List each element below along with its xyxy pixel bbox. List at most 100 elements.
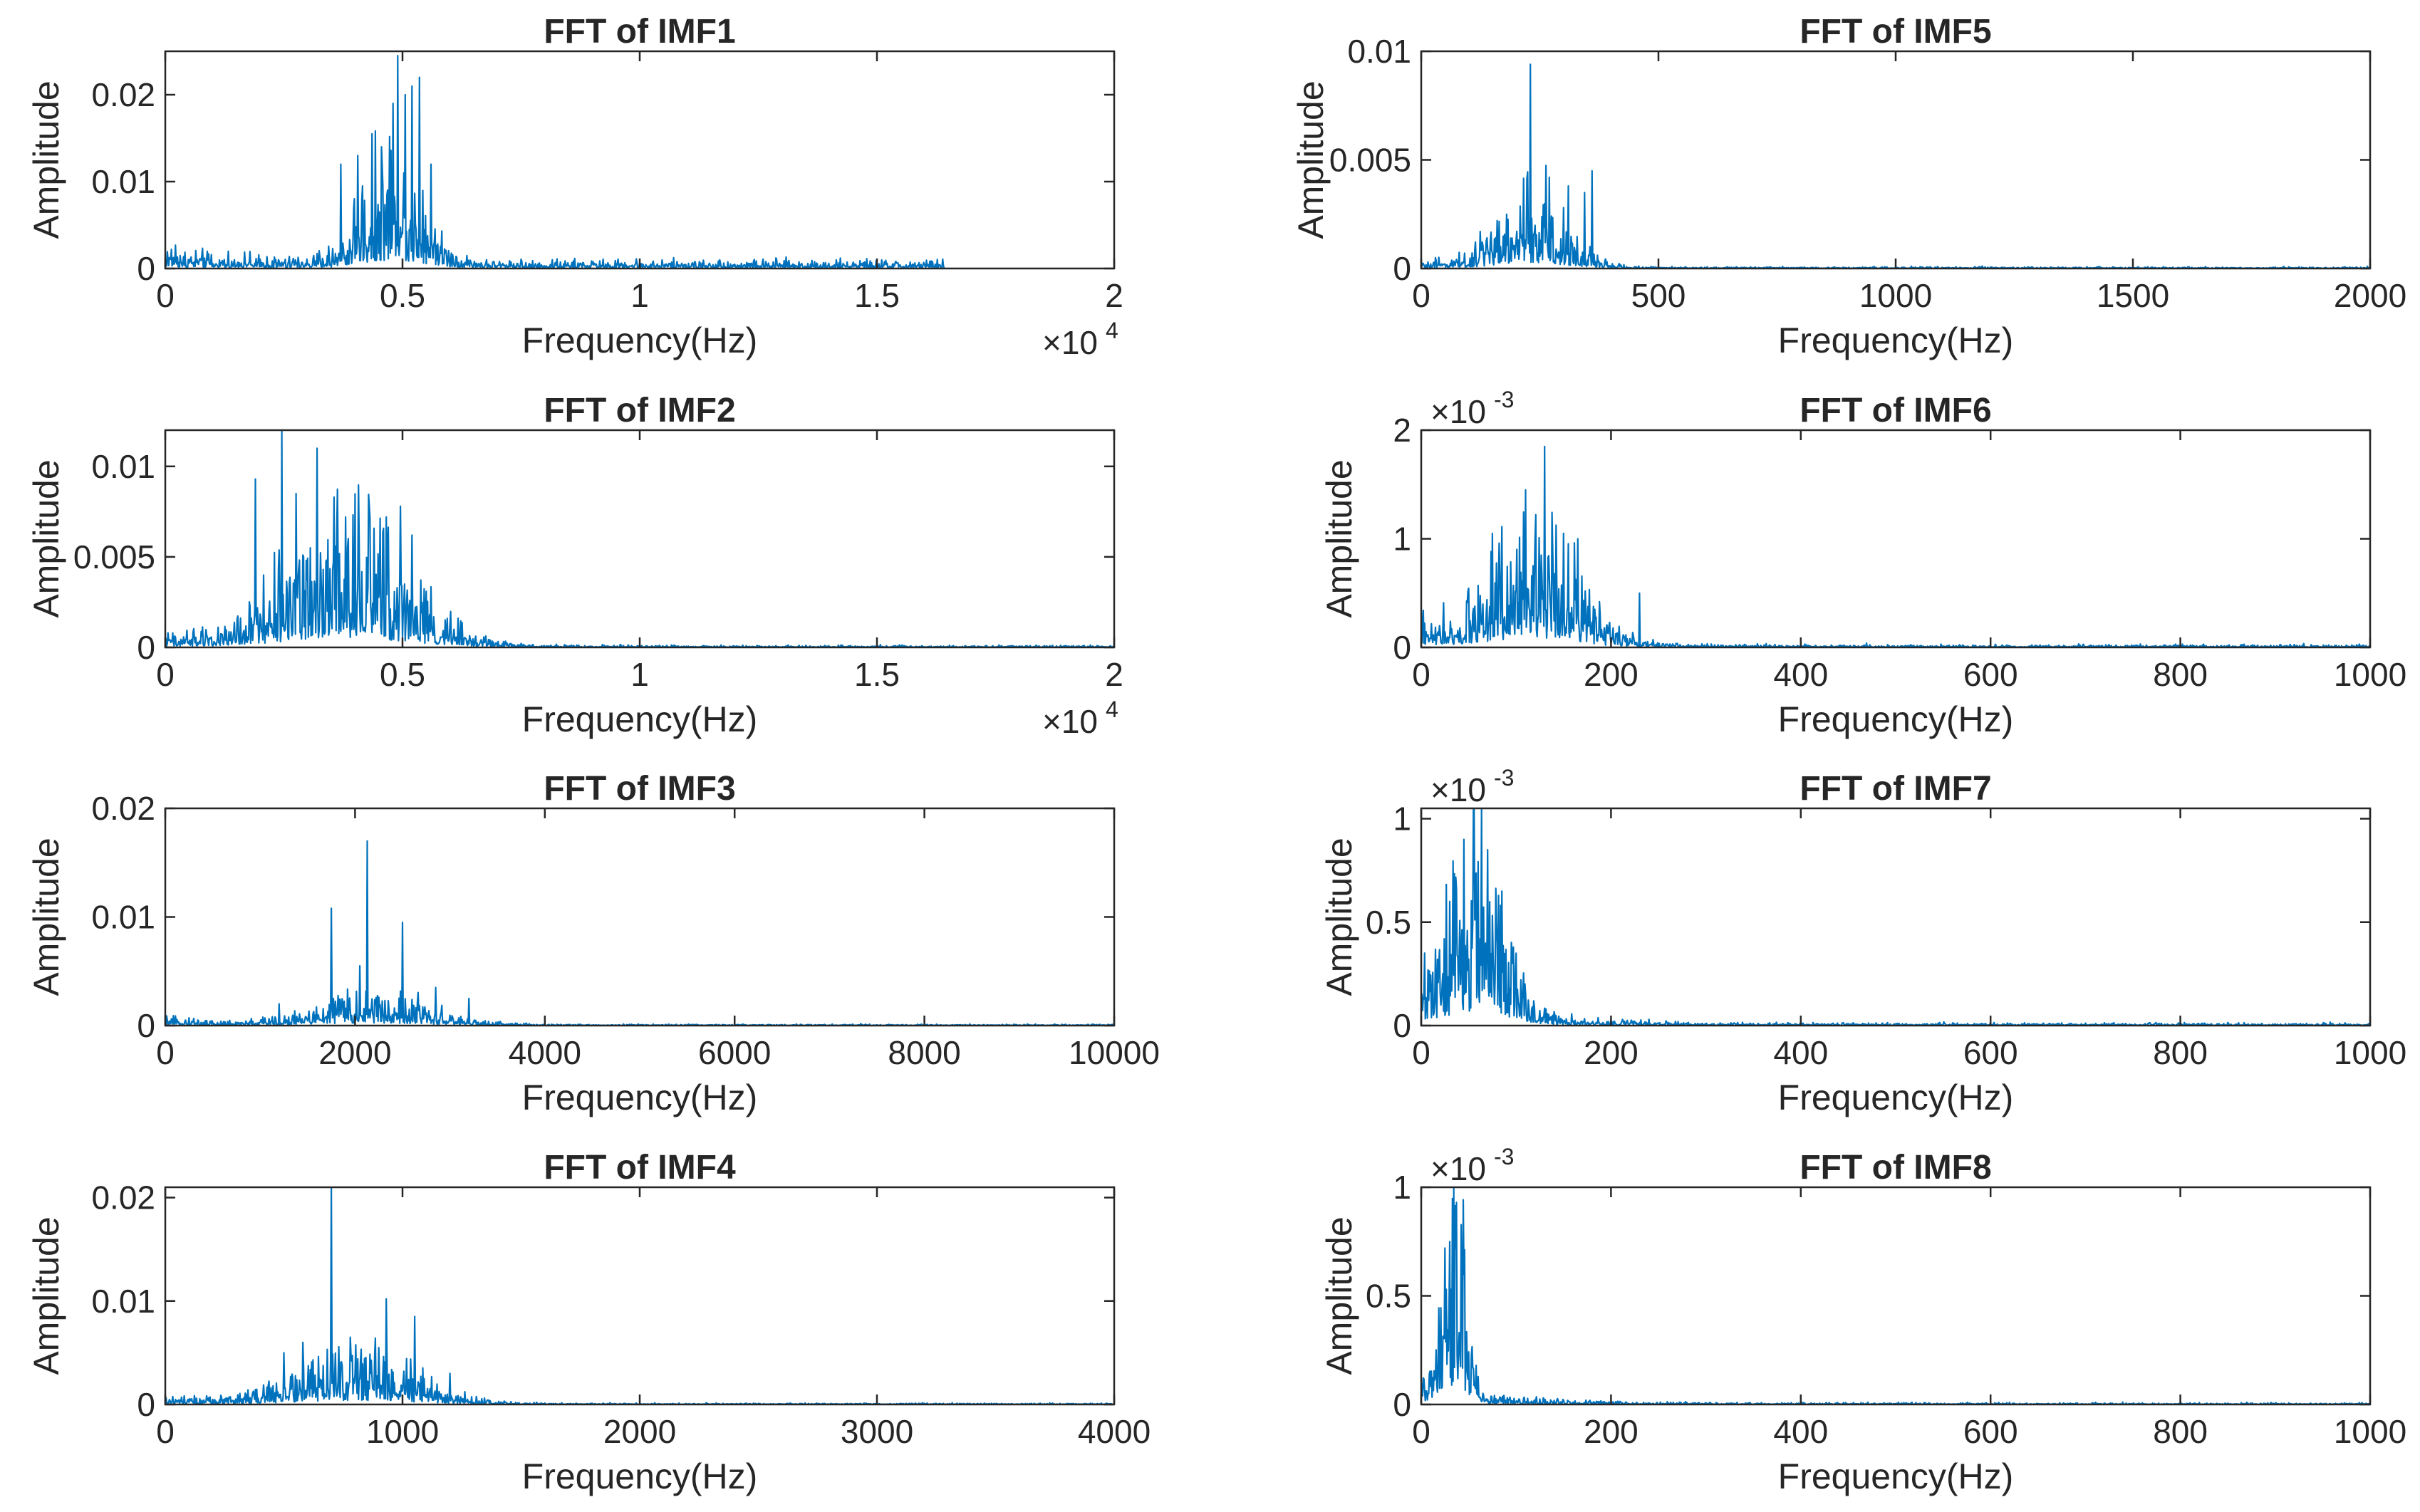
subplot-title: FFT of IMF4 bbox=[544, 1149, 736, 1187]
x-tick-label: 4000 bbox=[509, 1034, 581, 1071]
y-tick-label: 0.02 bbox=[91, 76, 155, 113]
subplot-title: FFT of IMF3 bbox=[544, 770, 735, 808]
x-tick-label: 2 bbox=[1105, 277, 1123, 314]
x-axis-label: Frequency(Hz) bbox=[522, 320, 758, 360]
y-axis-label: Amplitude bbox=[26, 838, 66, 996]
x-axis-label: Frequency(Hz) bbox=[522, 1456, 758, 1496]
y-tick-label: 0.01 bbox=[91, 163, 155, 200]
subplot-title: FFT of IMF7 bbox=[1800, 770, 1991, 808]
subplot-4: 0 1000 2000 3000 4000 0 0.01 0.02 FFT of IMF4 Fre… bbox=[26, 1149, 1151, 1496]
y-axis-label: Amplitude bbox=[1319, 459, 1359, 617]
x-tick-label: 2000 bbox=[318, 1034, 391, 1071]
subplot-title: FFT of IMF1 bbox=[544, 13, 735, 51]
y-tick-label: 0.005 bbox=[1329, 142, 1411, 179]
x-tick-label: 500 bbox=[1631, 277, 1686, 314]
x-exponent-label: ×10 bbox=[1042, 703, 1098, 740]
y-tick-label: 0 bbox=[1393, 250, 1411, 287]
y-exponent-label: ×10 bbox=[1430, 771, 1486, 808]
y-exponent-label: ×10 bbox=[1430, 1150, 1486, 1187]
x-tick-label: 600 bbox=[1963, 1034, 2018, 1071]
y-exponent-label: ×10 bbox=[1430, 393, 1486, 430]
y-tick-label: 0.005 bbox=[73, 538, 155, 575]
subplot-5: 0 500 1000 1500 2000 0 0.005 0.01 FFT of IMF5 Fre… bbox=[1291, 13, 2406, 360]
y-tick-label: 0 bbox=[137, 250, 155, 287]
subplot-title: FFT of IMF2 bbox=[544, 392, 735, 429]
x-tick-label: 400 bbox=[1773, 1413, 1828, 1450]
plot-area bbox=[1421, 1187, 2370, 1404]
x-exponent-power: 4 bbox=[1106, 318, 1118, 343]
subplot-7: 0 200 400 600 800 1000 0 0.5 1 FFT of IMF7 Frequen… bbox=[1319, 765, 2406, 1117]
x-tick-label: 1.5 bbox=[854, 656, 900, 693]
y-tick-label: 0 bbox=[137, 1007, 155, 1044]
x-tick-label: 2000 bbox=[603, 1413, 676, 1450]
subplot-3: 0 2000 4000 6000 8000 10000 0 0.01 0.02 FFT of IM… bbox=[26, 770, 1160, 1117]
x-tick-label: 600 bbox=[1963, 1413, 2018, 1450]
x-tick-label: 600 bbox=[1963, 656, 2018, 693]
y-tick-label: 0.01 bbox=[91, 1283, 155, 1320]
y-tick-label: 0.5 bbox=[1366, 904, 1411, 941]
x-tick-label: 200 bbox=[1584, 1034, 1639, 1071]
x-tick-label: 0 bbox=[1412, 1413, 1430, 1450]
x-tick-label: 0 bbox=[1412, 1034, 1430, 1071]
x-axis-label: Frequency(Hz) bbox=[522, 1078, 758, 1117]
plot-area bbox=[1421, 430, 2370, 647]
x-tick-label: 800 bbox=[2153, 1034, 2208, 1071]
x-tick-label: 1000 bbox=[2334, 1034, 2406, 1071]
y-axis-label: Amplitude bbox=[1291, 80, 1331, 239]
x-tick-label: 6000 bbox=[698, 1034, 771, 1071]
x-tick-label: 1000 bbox=[1859, 277, 1932, 314]
y-tick-label: 0 bbox=[1393, 1007, 1411, 1044]
subplot-1: 0 0.5 1 1.5 2 0 0.01 0.02 FFT of IMF1 Frequency(H… bbox=[26, 13, 1123, 361]
y-tick-label: 0.02 bbox=[91, 1179, 155, 1216]
x-tick-label: 800 bbox=[2153, 656, 2208, 693]
x-tick-label: 1000 bbox=[2334, 1413, 2406, 1450]
x-axis-label: Frequency(Hz) bbox=[1778, 1078, 2014, 1117]
x-axis-label: Frequency(Hz) bbox=[1778, 1456, 2014, 1496]
subplot-6: 0 200 400 600 800 1000 0 1 2 FFT of IMF6 Frequency… bbox=[1319, 387, 2406, 739]
y-axis-label: Amplitude bbox=[1319, 838, 1359, 996]
plot-area bbox=[1421, 808, 2370, 1026]
x-tick-label: 800 bbox=[2153, 1413, 2208, 1450]
x-exponent-power: 4 bbox=[1106, 697, 1118, 722]
y-tick-label: 1 bbox=[1393, 521, 1411, 558]
y-exponent-power: -3 bbox=[1494, 387, 1514, 412]
y-tick-label: 2 bbox=[1393, 412, 1411, 449]
x-tick-label: 1.5 bbox=[854, 277, 900, 314]
subplot-title: FFT of IMF6 bbox=[1800, 392, 1991, 429]
x-tick-label: 8000 bbox=[888, 1034, 960, 1071]
subplot-title: FFT of IMF8 bbox=[1800, 1149, 1991, 1187]
x-tick-label: 2 bbox=[1105, 656, 1123, 693]
x-tick-label: 0 bbox=[156, 656, 175, 693]
y-tick-label: 1 bbox=[1393, 1169, 1411, 1206]
x-tick-label: 0.5 bbox=[380, 656, 425, 693]
y-tick-label: 0 bbox=[1393, 629, 1411, 666]
y-tick-label: 0 bbox=[137, 629, 155, 666]
y-axis-label: Amplitude bbox=[26, 80, 66, 239]
x-tick-label: 0.5 bbox=[380, 277, 425, 314]
x-tick-label: 200 bbox=[1584, 656, 1639, 693]
x-tick-label: 1 bbox=[630, 656, 649, 693]
x-tick-label: 1 bbox=[630, 277, 649, 314]
y-axis-label: Amplitude bbox=[26, 1216, 66, 1375]
x-tick-label: 400 bbox=[1773, 1034, 1828, 1071]
y-tick-label: 1 bbox=[1393, 801, 1411, 838]
x-tick-label: 1000 bbox=[2334, 656, 2406, 693]
y-axis-label: Amplitude bbox=[26, 459, 66, 617]
plot-area bbox=[165, 808, 1114, 1026]
x-tick-label: 1500 bbox=[2097, 277, 2169, 314]
plot-area bbox=[165, 51, 1114, 268]
y-tick-label: 0.01 bbox=[1347, 33, 1411, 70]
x-tick-label: 1000 bbox=[366, 1413, 439, 1450]
x-axis-label: Frequency(Hz) bbox=[1778, 699, 2014, 739]
x-tick-label: 0 bbox=[156, 1034, 175, 1071]
x-tick-label: 400 bbox=[1773, 656, 1828, 693]
x-tick-label: 0 bbox=[1412, 277, 1430, 314]
x-axis-label: Frequency(Hz) bbox=[522, 699, 758, 739]
x-tick-label: 0 bbox=[1412, 656, 1430, 693]
y-exponent-power: -3 bbox=[1494, 765, 1514, 791]
y-tick-label: 0.5 bbox=[1366, 1278, 1411, 1315]
x-axis-label: Frequency(Hz) bbox=[1778, 320, 2014, 360]
y-tick-label: 0 bbox=[137, 1386, 155, 1423]
